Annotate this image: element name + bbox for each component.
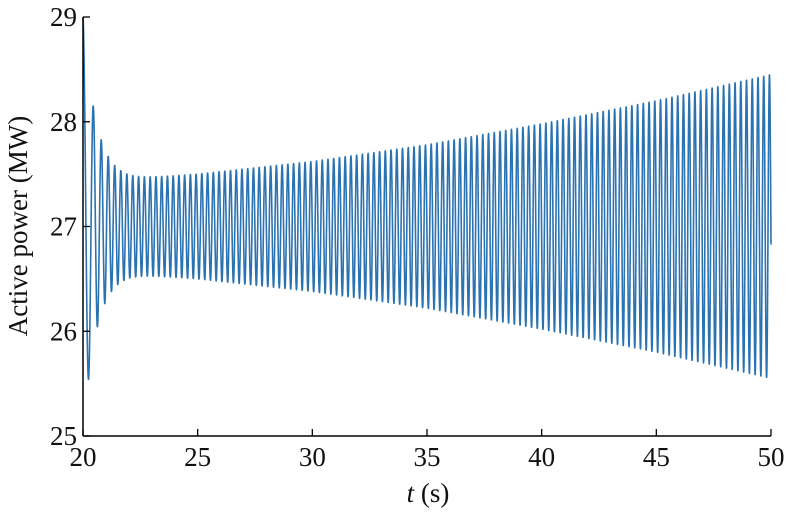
- x-tick-label: 25: [184, 442, 211, 472]
- plot-area: [82, 16, 772, 437]
- x-tick-label: 45: [643, 442, 670, 472]
- active-power-line: [82, 16, 772, 381]
- y-tick-label: 27: [50, 212, 77, 242]
- x-axis-label-variable: t: [407, 478, 416, 508]
- y-tick-label: 25: [50, 421, 77, 451]
- x-tick-label: 50: [758, 442, 785, 472]
- x-axis-ticks: 20 25 30 35 40 45 50: [70, 429, 785, 472]
- x-axis-label-unit: (s): [414, 478, 449, 508]
- x-tick-label: 35: [414, 442, 441, 472]
- y-tick-label: 26: [50, 316, 77, 346]
- x-axis-label: t (s): [407, 478, 450, 508]
- y-tick-label: 28: [50, 107, 77, 137]
- x-tick-label: 30: [299, 442, 326, 472]
- y-axis-ticks: 25 26 27 28 29: [50, 2, 90, 451]
- y-axis-label: Active power (MW): [3, 116, 33, 336]
- x-tick-label: 20: [70, 442, 97, 472]
- x-tick-label: 40: [528, 442, 555, 472]
- y-tick-label: 29: [50, 2, 77, 32]
